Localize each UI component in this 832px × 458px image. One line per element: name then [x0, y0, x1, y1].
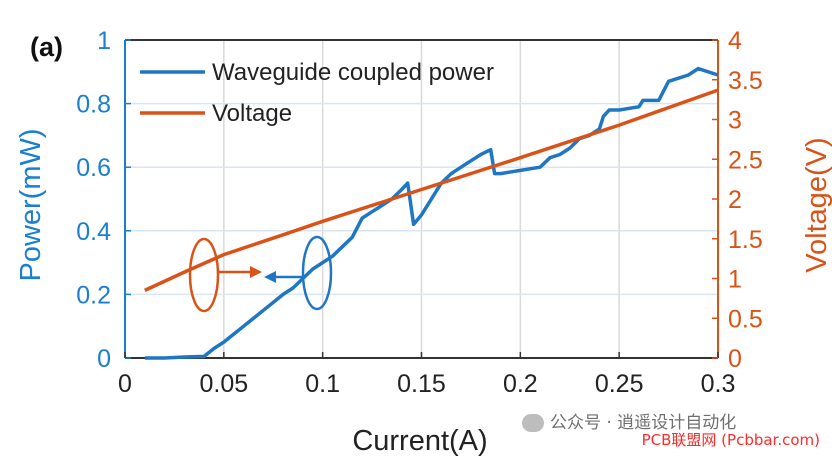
- axes: 0 0.05 0.1 0.15 0.2 0.25 0.300.20.40.60.8100.5…: [76, 27, 763, 398]
- series-layer: [144, 66, 719, 360]
- y-right-tick-label: 2: [728, 186, 742, 214]
- y-left-tick-label: 1: [97, 27, 111, 55]
- site-watermark: PCB联盟网 (Pcbbar.com): [641, 431, 820, 449]
- x-tick-label: 0.05: [199, 370, 248, 398]
- x-tick-label: 0.3: [701, 370, 736, 398]
- y-right-tick-label: 0: [728, 345, 742, 373]
- labels: (a) Current(A) Power(mW) Voltage(V): [15, 32, 832, 457]
- x-tick-label: 0: [118, 370, 132, 398]
- legend-label-voltage: Voltage: [212, 100, 292, 127]
- y-right-tick-label: 2.5: [728, 146, 763, 174]
- x-tick-label: 0.2: [503, 370, 538, 398]
- y-left-axis-title: Power(mW): [15, 128, 47, 281]
- y-right-tick-label: 1: [728, 266, 742, 294]
- x-tick-label: 0.15: [397, 370, 446, 398]
- y-left-tick-label: 0.6: [76, 154, 111, 182]
- y-right-tick-label: 0.5: [728, 305, 763, 333]
- voltage-marker-ellipse: [188, 237, 220, 313]
- x-axis-title: Current(A): [352, 425, 487, 457]
- panel-label: (a): [30, 32, 63, 62]
- wechat-watermark: 公众号 · 逍遥设计自动化: [522, 408, 736, 433]
- x-tick-label: 0.25: [595, 370, 644, 398]
- y-left-tick-label: 0.2: [76, 281, 111, 309]
- grid: [125, 40, 718, 358]
- y-right-tick-label: 3.5: [728, 67, 763, 95]
- legend-label-power: Waveguide coupled power: [212, 59, 494, 86]
- y-right-tick-label: 1.5: [728, 226, 763, 254]
- legend: Waveguide coupled power Voltage: [140, 59, 494, 127]
- x-tick-label: 0.1: [305, 370, 340, 398]
- y-left-tick-label: 0: [97, 345, 111, 373]
- wechat-text: 公众号 · 逍遥设计自动化: [550, 413, 737, 433]
- power-marker-ellipse: [301, 235, 333, 311]
- voltage-arrow-head: [250, 266, 262, 278]
- wechat-icon: [522, 414, 544, 432]
- y-right-tick-label: 3: [728, 107, 742, 135]
- y-right-axis-title: Voltage(V): [801, 137, 832, 272]
- y-left-tick-label: 0.8: [76, 91, 111, 119]
- voltage-series-line: [144, 88, 719, 292]
- annotations: [188, 235, 333, 313]
- y-right-tick-label: 4: [728, 27, 742, 55]
- power-series-line: [144, 66, 719, 360]
- y-left-tick-label: 0.4: [76, 218, 111, 246]
- power-arrow-head: [264, 271, 276, 283]
